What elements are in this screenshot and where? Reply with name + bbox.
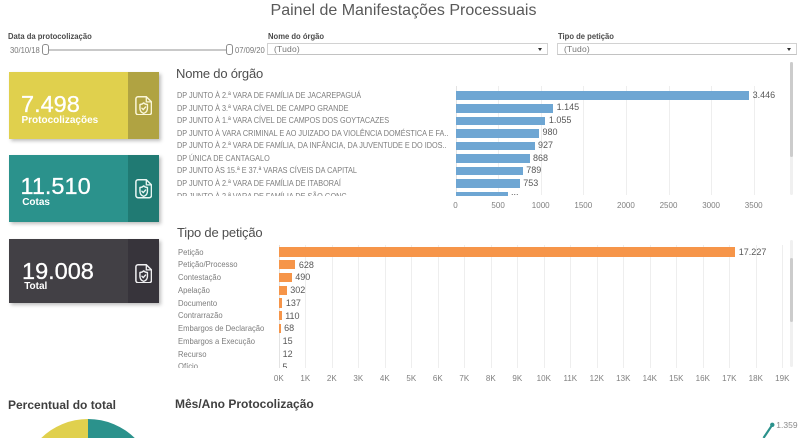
- svg-text:1.359: 1.359: [776, 420, 798, 430]
